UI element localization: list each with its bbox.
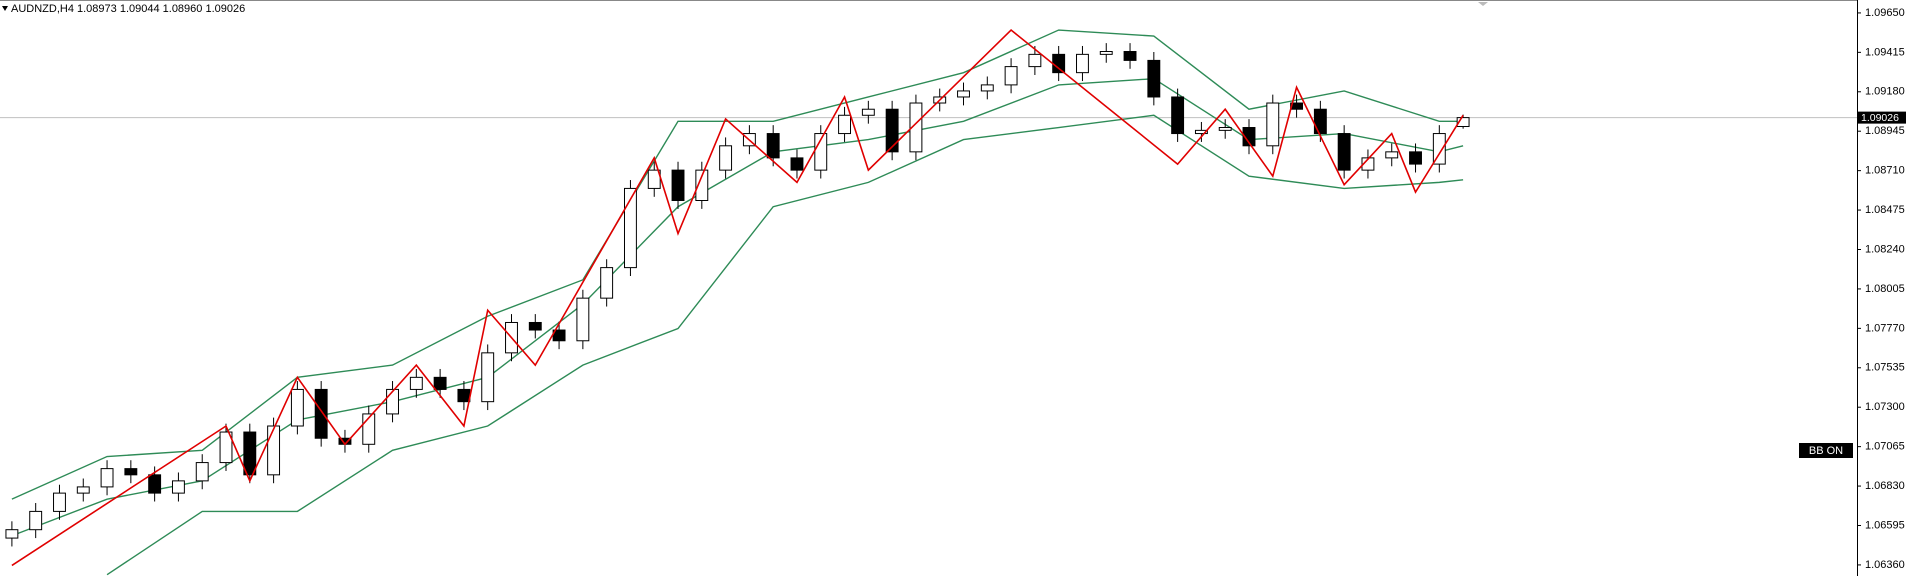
candle-body — [219, 431, 233, 464]
candle-body — [671, 169, 685, 202]
candle-body — [124, 468, 138, 476]
candle-body — [148, 474, 162, 494]
candle-body — [1076, 53, 1089, 74]
y-tick-label: 1.08710 — [1865, 165, 1905, 177]
candle-body — [1171, 96, 1185, 135]
candle-body — [1266, 102, 1280, 147]
candle-body — [1432, 133, 1446, 165]
candle-body — [76, 486, 90, 494]
header-arrow — [2, 6, 8, 11]
y-tick-label: 1.07535 — [1865, 362, 1905, 374]
candle-body — [5, 529, 19, 539]
candle-body — [267, 425, 281, 476]
candle-body — [1409, 151, 1422, 165]
candle-body — [861, 108, 875, 116]
y-tick-label: 1.07300 — [1865, 401, 1905, 413]
candle-body — [1194, 129, 1208, 135]
candle-body — [1242, 127, 1256, 147]
candle-body — [1147, 59, 1161, 98]
y-tick-label: 1.09650 — [1865, 7, 1905, 19]
candle-body — [719, 145, 733, 171]
candle-body — [1123, 51, 1137, 61]
y-tick-label: 1.08475 — [1865, 204, 1905, 216]
chart-title: AUDNZD,H4 1.08973 1.09044 1.08960 1.0902… — [11, 3, 245, 15]
candle-body — [433, 376, 447, 390]
candle-body — [243, 431, 257, 476]
candle-body — [481, 352, 495, 403]
candle-body — [100, 468, 114, 488]
candle-body — [790, 157, 804, 171]
y-tick-label: 1.09180 — [1865, 86, 1905, 98]
candle-body — [528, 321, 542, 331]
candle-body — [1099, 51, 1113, 55]
y-tick-label: 1.09415 — [1865, 46, 1905, 58]
candle-body — [29, 510, 43, 531]
candle-body — [576, 297, 590, 342]
candle-body — [362, 413, 376, 445]
candle-body — [1361, 157, 1375, 171]
candle-body — [1313, 108, 1327, 135]
candle-body — [1052, 53, 1066, 74]
candle-body — [171, 480, 185, 494]
band-middle — [11, 77, 1464, 537]
band-lower — [106, 114, 1464, 576]
indicator-box — [1799, 443, 1853, 458]
candle-body — [1218, 127, 1232, 131]
candle-body — [766, 133, 780, 159]
candle-body — [1290, 102, 1304, 110]
y-tick-label: 1.08005 — [1865, 283, 1905, 295]
candle-body — [290, 388, 304, 427]
candle-body — [838, 114, 852, 135]
candle-body — [386, 388, 399, 415]
candle-body — [885, 108, 899, 153]
candle-body — [600, 267, 614, 299]
candle-body — [195, 462, 209, 482]
y-tick-label: 1.08945 — [1865, 125, 1905, 137]
y-tick-label: 1.06360 — [1865, 559, 1905, 571]
current-price-box — [1858, 111, 1906, 124]
shift-marker — [1478, 2, 1488, 6]
candle-body — [623, 187, 637, 269]
y-tick-label: 1.07065 — [1865, 441, 1905, 453]
candle-body — [1337, 133, 1351, 171]
candle-body — [695, 169, 709, 202]
candle-body — [1028, 53, 1042, 68]
candle-body — [53, 492, 66, 512]
y-tick-label: 1.06830 — [1865, 480, 1905, 492]
current-price-label: 1.09026 — [1861, 112, 1899, 124]
band-upper — [11, 29, 1464, 500]
y-tick-label: 1.06595 — [1865, 519, 1905, 531]
candle-body — [314, 388, 328, 439]
candle-body — [409, 376, 423, 390]
candle-body — [1385, 151, 1399, 159]
candle-body — [980, 84, 994, 92]
candle-body — [957, 90, 970, 98]
candle-body — [1004, 66, 1018, 86]
zigzag — [11, 28, 1464, 567]
y-tick-label: 1.07770 — [1865, 322, 1905, 334]
indicator-label: BB ON — [1809, 445, 1843, 457]
candle-body — [457, 388, 471, 403]
candle-body — [1456, 117, 1470, 128]
candle-body — [909, 102, 923, 153]
y-tick-label: 1.08240 — [1865, 243, 1905, 255]
